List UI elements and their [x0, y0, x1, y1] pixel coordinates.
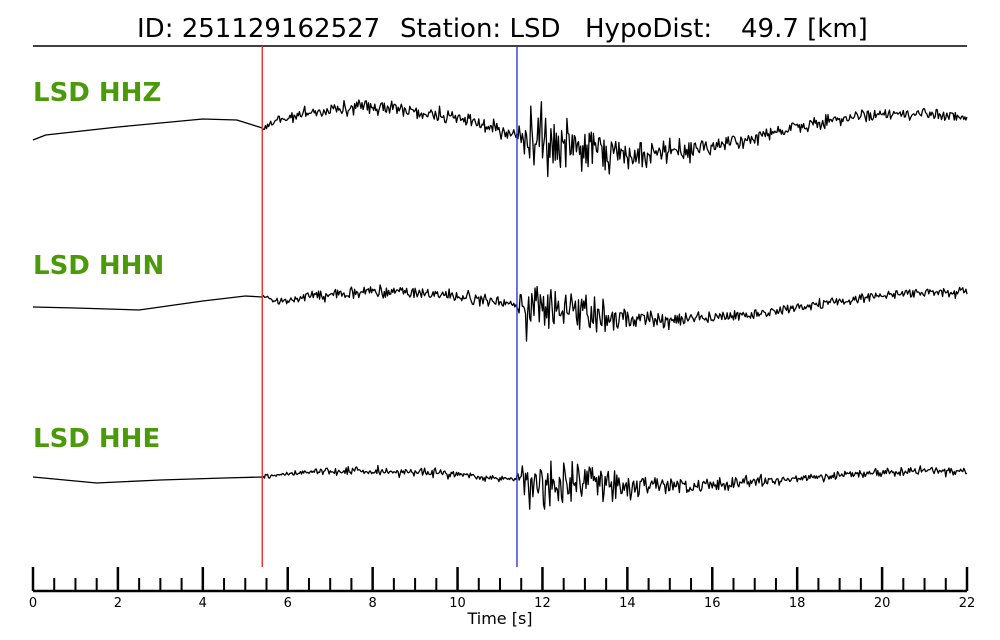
x-tick-label: 2 — [114, 596, 122, 611]
x-tick-label: 18 — [789, 596, 806, 611]
x-tick-label: 10 — [449, 596, 466, 611]
title-hypodist-label: HypoDist: — [585, 14, 712, 44]
x-tick-label: 20 — [874, 596, 891, 611]
x-axis-label: Time [s] — [466, 609, 532, 628]
trace-label-hhz: LSD HHZ — [33, 78, 161, 108]
waveform-lsd-hhn — [32, 284, 968, 342]
x-tick-label: 12 — [534, 596, 551, 611]
waveform-lsd-hhe — [32, 460, 968, 510]
chart-title: ID: 251129162527 Station: LSD HypoDist: … — [137, 14, 868, 44]
x-tick-label: 8 — [368, 596, 376, 611]
waveform-lsd-hhz — [32, 99, 968, 178]
x-tick-label: 4 — [199, 596, 207, 611]
title-hypodist-value: 49.7 [km] — [741, 14, 868, 44]
trace-label-hhe: LSD HHE — [33, 424, 160, 454]
title-station: Station: LSD — [400, 14, 560, 44]
x-tick-label: 0 — [29, 596, 37, 611]
phase-picks — [261, 46, 518, 567]
x-axis: 0 2 4 6 8 10 12 14 16 18 20 22 Time [s] — [29, 567, 975, 628]
x-tick-label: 16 — [704, 596, 721, 611]
x-axis-ticks: 0 2 4 6 8 10 12 14 16 18 20 22 — [29, 567, 975, 611]
x-tick-label: 14 — [619, 596, 636, 611]
trace-label-hhn: LSD HHN — [33, 251, 164, 281]
x-tick-label: 6 — [284, 596, 292, 611]
waveform-traces — [32, 99, 968, 510]
title-id: ID: 251129162527 — [137, 14, 380, 44]
x-tick-label: 22 — [959, 596, 976, 611]
